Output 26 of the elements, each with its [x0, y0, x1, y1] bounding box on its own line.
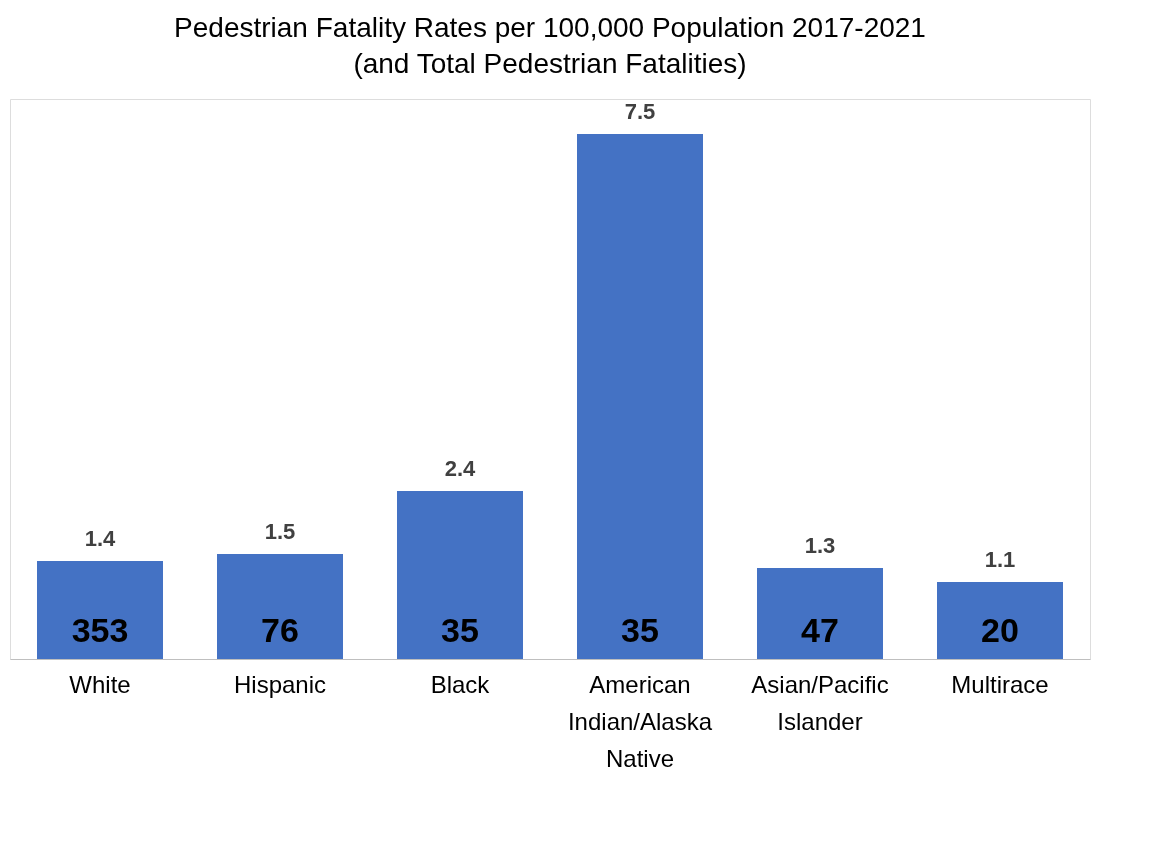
annotation: 35: [441, 611, 479, 649]
annotation: 35: [621, 611, 659, 649]
data-label: 1.1: [984, 547, 1016, 572]
data-label: 1.3: [804, 533, 836, 558]
chart-subtitle: (and Total Pedestrian Fatalities): [353, 48, 747, 79]
x-tick-label: Multirace: [951, 670, 1049, 698]
annotation: 76: [261, 611, 299, 649]
annotation: 47: [801, 611, 839, 649]
data-label: 1.4: [84, 526, 117, 551]
chart-title: Pedestrian Fatality Rates per 100,000 Population 2017-2021: [174, 12, 926, 43]
data-label: 2.4: [444, 456, 477, 481]
x-tick-label: Black: [430, 670, 491, 698]
bar: [217, 554, 343, 659]
bar: [577, 134, 703, 659]
x-tick-label: Asian/Pacific Islander: [751, 670, 889, 735]
data-label: 1.5: [264, 519, 296, 544]
bar: [397, 491, 523, 659]
x-tick-label: American Indian/Alaska Native: [567, 670, 713, 772]
annotation: 353: [71, 611, 129, 649]
x-tick-label: Hispanic: [233, 670, 327, 698]
bar: [937, 582, 1063, 659]
bar: [37, 561, 163, 659]
annotation: 20: [981, 611, 1019, 649]
x-tick-label: White: [69, 670, 131, 698]
data-label: 7.5: [624, 99, 656, 124]
bar: [757, 568, 883, 659]
